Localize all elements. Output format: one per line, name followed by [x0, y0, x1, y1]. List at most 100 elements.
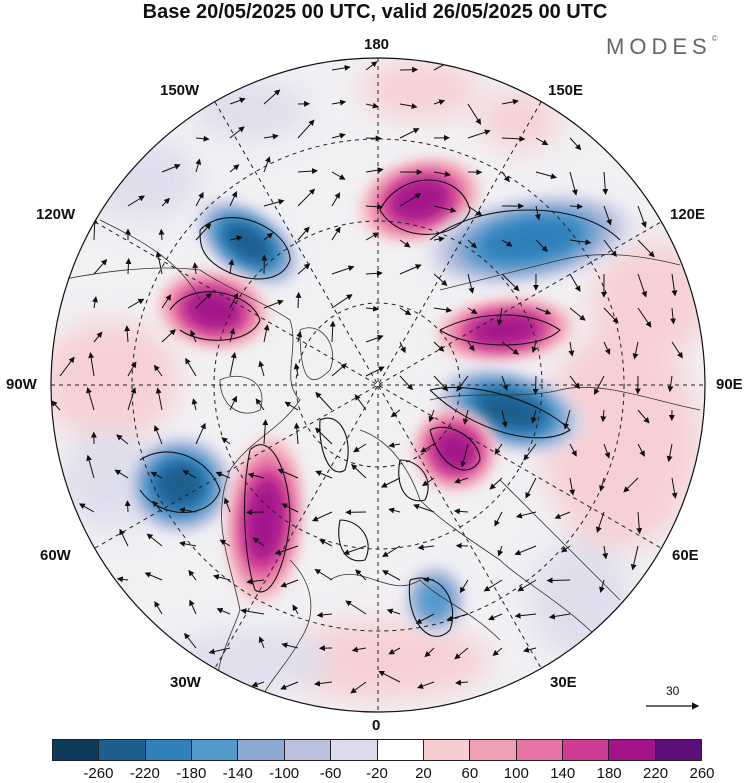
wind-vector: [281, 642, 299, 649]
wind-vector: [501, 375, 509, 391]
wind-vector: [600, 409, 607, 423]
wind-vector: [424, 647, 435, 658]
wind-vector: [467, 307, 478, 315]
wind-vector: [596, 511, 605, 533]
wind-vector: [433, 306, 453, 313]
colorbar-swatch: [284, 740, 332, 760]
wind-vector: [603, 239, 617, 257]
wind-vector: [433, 99, 446, 106]
wind-vector: [388, 647, 401, 655]
wind-vector: [221, 437, 231, 445]
wind-vector: [93, 259, 108, 275]
wind-vector: [454, 647, 469, 660]
wind-vector: [153, 364, 163, 377]
wind-vector: [258, 360, 265, 377]
wind-vector: [636, 511, 643, 535]
wind-vector: [433, 341, 445, 352]
anomaly-level: [480, 218, 580, 262]
wind-vector: [494, 443, 503, 455]
wind-vector: [263, 133, 279, 140]
colorbar-tick-label: 220: [643, 765, 669, 782]
wind-vector: [190, 329, 197, 343]
wind-vector: [382, 570, 401, 581]
wind-vector: [563, 409, 571, 430]
wind-vector: [637, 239, 655, 258]
reference-vector-label: 30: [666, 684, 680, 698]
wind-vector: [329, 320, 336, 343]
wind-vector: [501, 98, 519, 105]
wind-vector: [315, 470, 333, 479]
wind-vector: [501, 135, 526, 142]
wind-vector: [501, 273, 520, 292]
wind-vector: [345, 600, 367, 615]
wind-vector: [535, 137, 549, 146]
wind-vector: [459, 579, 469, 594]
wind-vector: [188, 569, 197, 581]
wind-vector: [603, 341, 611, 355]
lon-label-60e: 60E: [672, 547, 699, 564]
wind-vectors: [51, 58, 683, 694]
wind-vector: [314, 568, 333, 581]
wind-vector: [603, 307, 619, 324]
wind-vector: [195, 223, 212, 241]
wind-vector: [195, 158, 202, 173]
wind-vector: [671, 273, 678, 297]
wind-vector: [569, 375, 580, 390]
wind-vector: [350, 681, 367, 694]
wind-vector: [114, 469, 129, 479]
wind-vector: [399, 239, 411, 248]
wind-vector: [488, 613, 503, 621]
wind-vector: [548, 613, 571, 620]
wind-vector: [263, 299, 284, 309]
wind-vector: [212, 574, 231, 581]
wind-vector: [637, 409, 650, 424]
wind-vector: [263, 324, 270, 343]
wind-vector: [331, 64, 351, 71]
wind-vector: [535, 239, 548, 253]
colorbar-tick-label: -220: [129, 765, 160, 782]
wind-vector: [421, 477, 435, 487]
wind-vector: [191, 398, 198, 411]
colorbar-swatch: [562, 740, 610, 760]
wind-vector: [388, 507, 401, 514]
colorbar-swatch: [53, 740, 100, 760]
wind-vector: [598, 477, 605, 492]
wind-vector: [292, 604, 299, 615]
wind-vector: [467, 273, 475, 294]
wind-vector: [331, 132, 346, 139]
wind-vector: [59, 356, 75, 377]
wind-vector: [569, 307, 586, 321]
wind-vector: [316, 611, 333, 618]
wind-vector: [399, 264, 422, 275]
anomaly-high-canada-west: [157, 271, 269, 349]
wind-vector: [637, 205, 647, 228]
anomaly-level: [186, 291, 240, 329]
wind-vector: [569, 477, 576, 496]
wind-vector: [331, 363, 347, 377]
colorbar-tick-label: -140: [222, 765, 253, 782]
wind-vector: [569, 273, 581, 292]
wind-vector: [415, 613, 435, 624]
anomaly-high-central-siberia: [435, 299, 575, 361]
wind-vector: [229, 352, 237, 377]
wind-vector: [671, 341, 683, 359]
wind-vector: [417, 544, 435, 551]
colorbar-swatch: [192, 740, 239, 760]
wind-vector: [247, 472, 265, 479]
map-disk: [51, 58, 705, 712]
wind-vector: [568, 341, 575, 357]
wind-vector: [125, 258, 132, 275]
anomaly-level: [476, 390, 544, 430]
wind-vector: [150, 471, 163, 479]
wind-vector: [161, 329, 176, 343]
wind-vector: [467, 239, 477, 249]
brand-text: MODES: [606, 34, 712, 59]
wind-vector: [124, 325, 131, 343]
wind-vector: [353, 443, 367, 453]
wind-vector: [179, 540, 197, 547]
wind-vector: [569, 203, 584, 210]
brand-mark: ©: [711, 34, 718, 43]
wind-vector: [252, 537, 265, 547]
wind-vector: [501, 409, 508, 428]
wind-vector: [178, 507, 197, 514]
